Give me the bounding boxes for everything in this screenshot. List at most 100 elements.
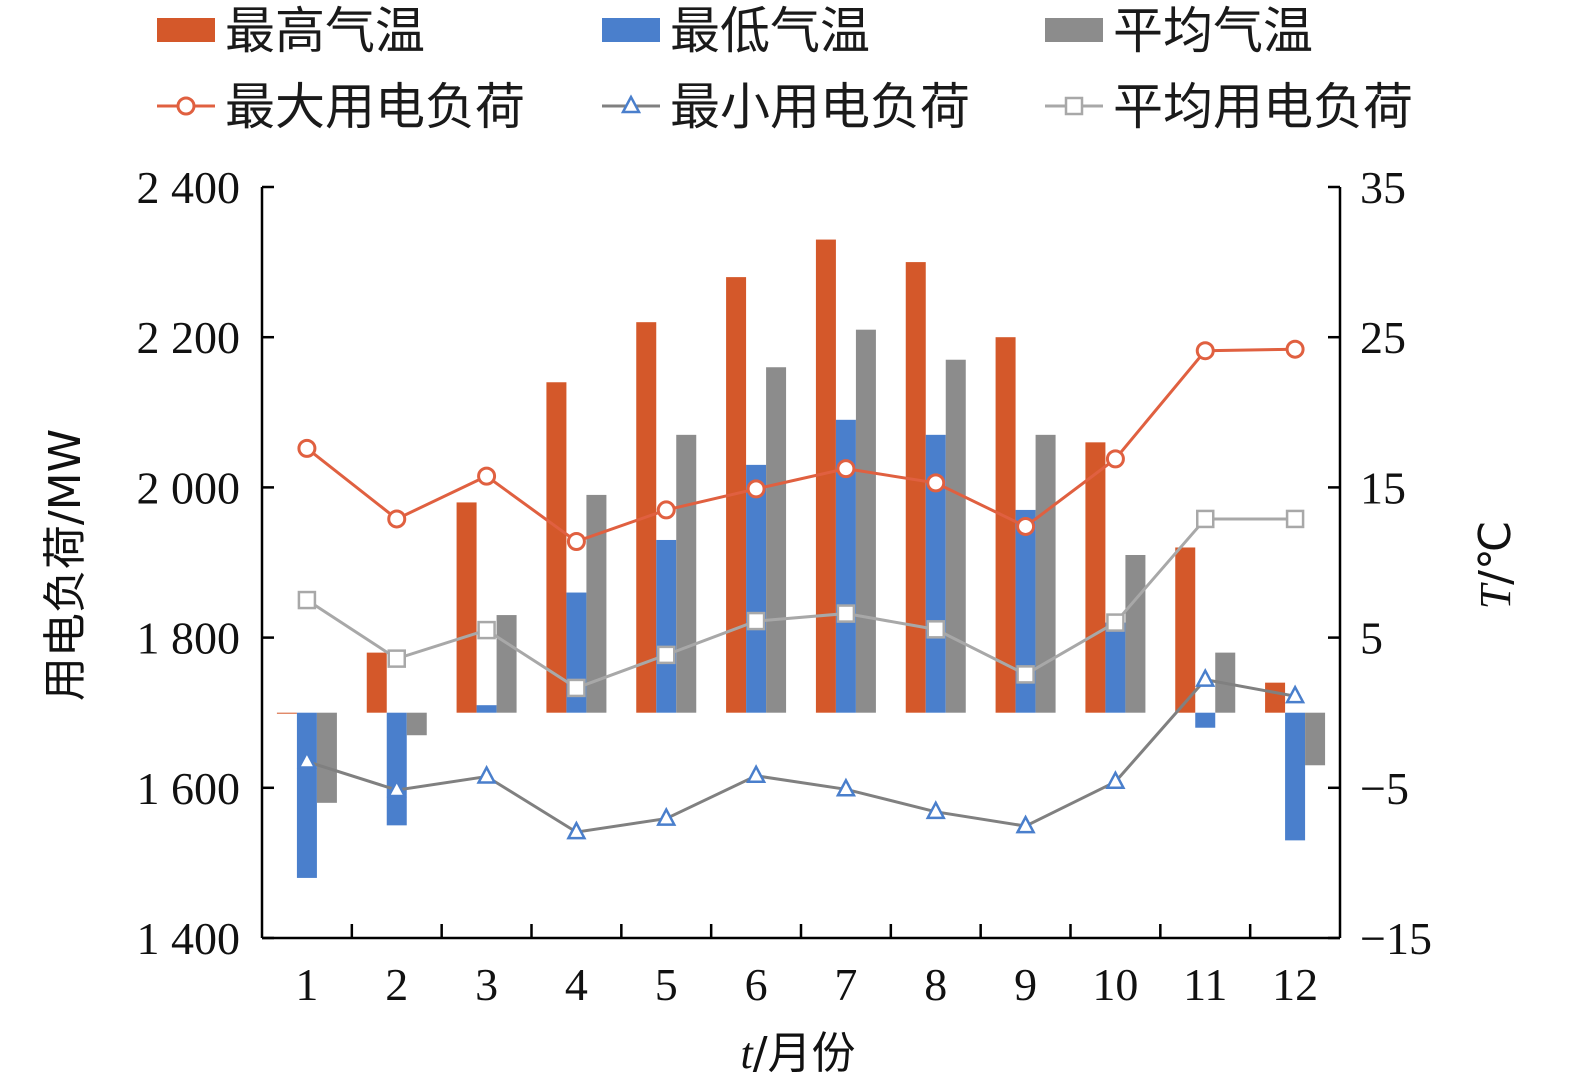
y-left-tick-label: 2 200 bbox=[137, 312, 241, 363]
y-right-tick-label: −5 bbox=[1360, 763, 1409, 814]
bar-2-11 bbox=[1195, 712, 1216, 728]
line-series-2 bbox=[306, 678, 1296, 834]
y-left-tick-label: 2 000 bbox=[137, 462, 241, 513]
point-2-7 bbox=[835, 777, 857, 797]
bar-1-7 bbox=[815, 239, 836, 713]
point-2-10 bbox=[1105, 770, 1126, 790]
point-2-9 bbox=[1015, 814, 1036, 834]
x-tick-label-12: 12 bbox=[1272, 959, 1318, 1010]
bar-1-2 bbox=[366, 652, 387, 713]
point-1-10 bbox=[1105, 449, 1125, 469]
point-1-7 bbox=[836, 459, 856, 479]
y-right-tick-label: 15 bbox=[1360, 462, 1406, 513]
x-tick-label-6: 6 bbox=[745, 959, 768, 1010]
point-3-5 bbox=[657, 645, 676, 665]
legend-swatch-3 bbox=[1045, 18, 1103, 42]
point-3-6 bbox=[746, 611, 766, 631]
y-right-tick-label: −15 bbox=[1360, 913, 1432, 964]
point-3-11 bbox=[1196, 509, 1215, 529]
x-tick-label-5: 5 bbox=[655, 959, 678, 1010]
bar-2-2 bbox=[386, 712, 407, 826]
point-2-5 bbox=[656, 806, 677, 826]
bar-2-7 bbox=[835, 419, 856, 713]
bar-1-4 bbox=[546, 382, 567, 713]
x-tick-label-4: 4 bbox=[565, 959, 588, 1010]
bar-3-12 bbox=[1305, 712, 1326, 766]
legend-marker-2 bbox=[620, 94, 642, 114]
line-series-3 bbox=[306, 517, 1296, 690]
x-axis-title: t/月份 bbox=[740, 1028, 855, 1079]
bar-2-6 bbox=[746, 464, 767, 713]
point-1-6 bbox=[746, 479, 766, 499]
point-2-2 bbox=[386, 778, 407, 798]
x-tick-label-11: 11 bbox=[1183, 959, 1227, 1010]
bar-2-9 bbox=[1015, 509, 1036, 713]
x-tick-label-9: 9 bbox=[1014, 959, 1037, 1010]
point-3-1 bbox=[297, 590, 317, 610]
bar-1-11 bbox=[1175, 547, 1196, 713]
x-tick-label-2: 2 bbox=[385, 959, 408, 1010]
bar-3-3 bbox=[496, 615, 517, 713]
point-2-12 bbox=[1285, 684, 1306, 704]
bar-3-6 bbox=[766, 367, 787, 713]
legend-label-2: 最低气温 bbox=[670, 2, 870, 60]
bar-3-4 bbox=[586, 494, 607, 713]
point-3-7 bbox=[836, 604, 856, 623]
legend-label-1: 最高气温 bbox=[225, 2, 425, 60]
y-axis-right-title: T/℃ bbox=[1470, 521, 1521, 610]
bar-group bbox=[276, 239, 1326, 878]
bar-3-8 bbox=[945, 359, 966, 713]
y-right-tick-label: 35 bbox=[1360, 162, 1406, 213]
y-right-tick-label: 25 bbox=[1360, 312, 1406, 363]
y-left-tick-label: 2 400 bbox=[137, 162, 241, 213]
point-2-1 bbox=[296, 749, 317, 769]
bar-2-8 bbox=[925, 434, 946, 713]
y-left-tick-label: 1 400 bbox=[137, 913, 241, 964]
x-tick-label-8: 8 bbox=[924, 959, 947, 1010]
legend-marker-1 bbox=[176, 96, 196, 116]
point-3-10 bbox=[1106, 613, 1125, 632]
bar-2-5 bbox=[656, 539, 677, 713]
point-3-3 bbox=[477, 620, 496, 640]
legend-swatch-2 bbox=[602, 18, 660, 42]
x-tick-label-1: 1 bbox=[295, 959, 318, 1010]
legend-label-line-1: 最大用电负荷 bbox=[225, 78, 525, 136]
y-left-tick-label: 1 800 bbox=[137, 613, 241, 664]
x-tick-label-10: 10 bbox=[1092, 959, 1138, 1010]
bar-2-10 bbox=[1105, 622, 1126, 713]
bar-2-3 bbox=[476, 705, 497, 713]
y-axis-left-title: 用电负荷/MW bbox=[40, 429, 91, 701]
legend-label-line-2: 最小用电负荷 bbox=[670, 78, 970, 136]
legend-label-line-3: 平均用电负荷 bbox=[1113, 78, 1413, 136]
point-3-4 bbox=[567, 678, 586, 698]
point-1-2 bbox=[387, 509, 407, 529]
point-3-2 bbox=[387, 649, 406, 668]
x-tick-label-7: 7 bbox=[834, 959, 857, 1010]
bar-1-12 bbox=[1265, 682, 1286, 713]
point-2-11 bbox=[1195, 667, 1216, 687]
line-series-1 bbox=[305, 347, 1296, 544]
legend-marker-3 bbox=[1064, 96, 1084, 116]
x-tick-label-3: 3 bbox=[475, 959, 498, 1010]
legend-label-3: 平均气温 bbox=[1113, 2, 1313, 60]
line-group bbox=[296, 339, 1306, 840]
y-right-tick-label: 5 bbox=[1360, 613, 1383, 664]
point-3-12 bbox=[1285, 509, 1305, 529]
bar-1-1 bbox=[276, 712, 297, 714]
bar-2-1 bbox=[296, 712, 317, 878]
point-1-9 bbox=[1016, 516, 1036, 536]
y-left-tick-label: 1 600 bbox=[137, 763, 241, 814]
legend-swatch-1 bbox=[157, 18, 215, 42]
point-1-1 bbox=[297, 438, 317, 458]
point-2-8 bbox=[925, 800, 946, 820]
bar-3-2 bbox=[406, 712, 427, 736]
bar-3-7 bbox=[855, 329, 876, 713]
point-3-8 bbox=[926, 620, 945, 639]
point-1-12 bbox=[1285, 339, 1305, 359]
bar-3-10 bbox=[1125, 554, 1146, 713]
point-1-4 bbox=[566, 531, 586, 551]
point-2-3 bbox=[476, 764, 497, 784]
